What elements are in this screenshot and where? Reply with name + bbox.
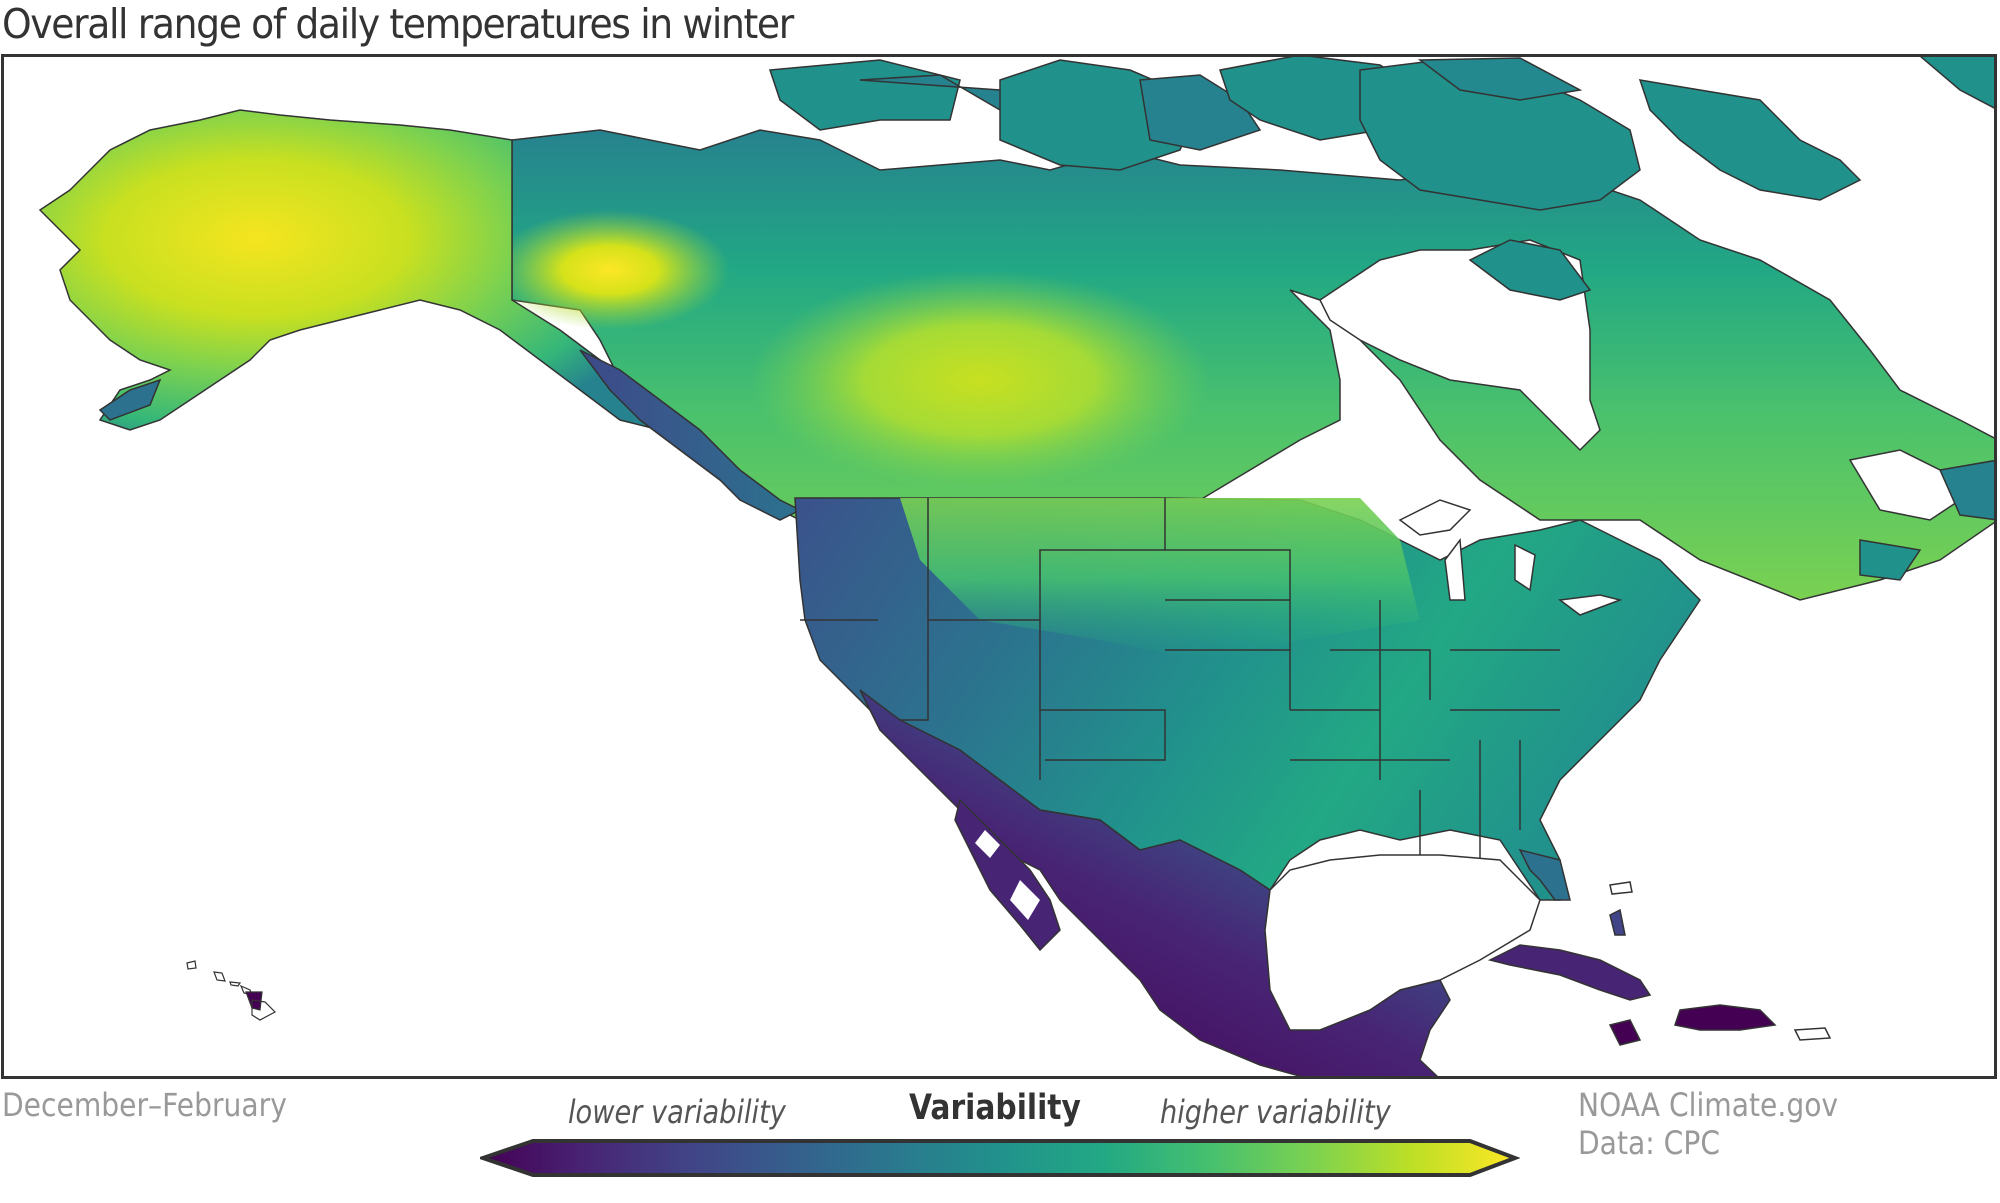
hawaii-islands xyxy=(186,960,276,1021)
legend-title: Variability xyxy=(909,1088,1081,1128)
chart-title: Overall range of daily temperatures in w… xyxy=(2,0,794,48)
season-label: December–February xyxy=(2,1086,287,1124)
mexico-landmass xyxy=(859,689,1541,1076)
colorbar xyxy=(480,1139,1520,1177)
great-lakes xyxy=(1398,499,1623,616)
florida xyxy=(1518,848,1571,901)
north-america-variability-map xyxy=(38,57,1994,1076)
legend-low-label: lower variability xyxy=(568,1093,786,1131)
credit-source: NOAA Climate.gov xyxy=(1578,1086,1839,1124)
map-frame xyxy=(1,54,1997,1079)
legend-high-label: higher variability xyxy=(1160,1093,1391,1131)
caribbean-islands xyxy=(1487,881,1832,1046)
credit-data: Data: CPC xyxy=(1578,1124,1721,1162)
bc-coast xyxy=(579,349,802,521)
alaska-landmass xyxy=(38,109,662,432)
yukon-high-variability xyxy=(490,210,730,330)
prairie-high-variability xyxy=(750,270,1210,490)
credit-block: NOAA Climate.gov Data: CPC xyxy=(1578,1086,1838,1162)
arctic-islands xyxy=(768,57,1994,301)
atlantic-canada xyxy=(1848,449,1994,581)
contiguous-us xyxy=(794,497,1701,901)
